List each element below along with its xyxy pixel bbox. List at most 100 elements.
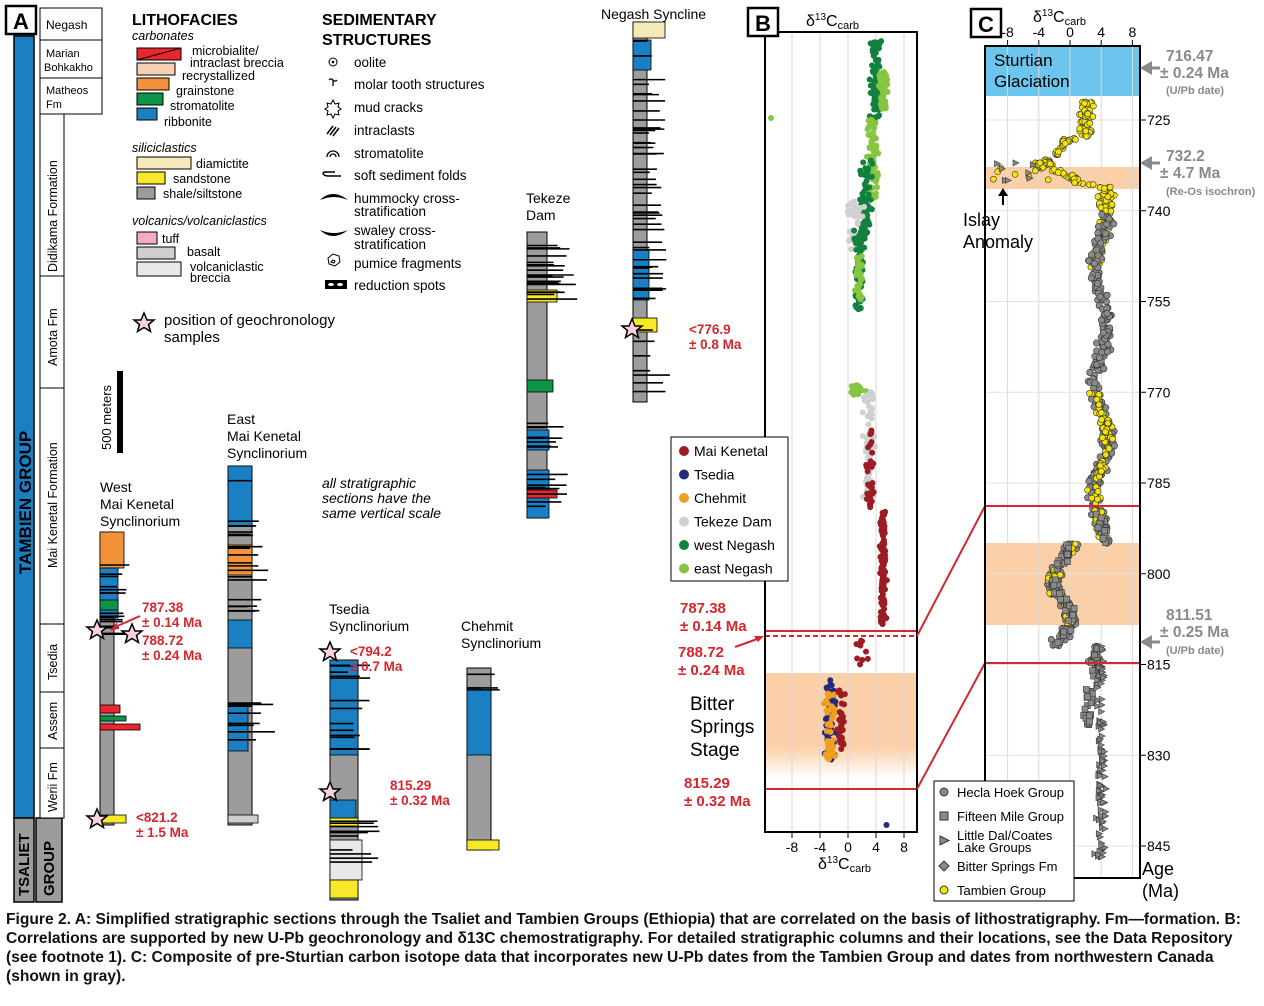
data-point [1095, 794, 1103, 802]
data-point [826, 693, 833, 700]
data-point [854, 655, 861, 662]
legend-swatch-icon [679, 493, 689, 503]
legend-grainstone: grainstone [176, 84, 234, 98]
lithology-bed [99, 715, 127, 722]
data-point [1025, 169, 1033, 177]
data-point [871, 443, 878, 450]
mud-cracks-icon [324, 98, 342, 120]
data-point [880, 611, 887, 618]
data-point [1109, 435, 1116, 443]
data-point [869, 488, 876, 495]
panel-c-title: δ13Ccarb [1033, 8, 1086, 28]
lithofacies-legend: LITHOFACIES carbonates microbialite/ int… [131, 12, 335, 346]
data-point [867, 504, 874, 511]
data-point [829, 749, 836, 756]
data-point [857, 296, 864, 303]
panel-b: B δ13Ccarb -8 -4 0 4 8 δ13Ccarb Mai KenetalT… [670, 6, 918, 875]
data-point [1064, 550, 1071, 558]
data-point [1098, 680, 1105, 687]
data-point [1036, 159, 1044, 167]
data-point [867, 89, 874, 96]
data-point [1084, 110, 1092, 118]
data-point [878, 546, 885, 553]
data-point [1088, 494, 1096, 502]
data-point [863, 496, 870, 503]
b-title-c: C [826, 13, 838, 30]
data-point [851, 287, 858, 294]
data-point [1097, 514, 1105, 522]
data-point [1046, 160, 1054, 168]
data-point [879, 578, 886, 585]
date-787-b: 787.38 [680, 600, 726, 617]
data-point [868, 427, 875, 434]
data-point [873, 184, 880, 191]
data-point [1085, 712, 1093, 720]
data-point [1099, 329, 1107, 337]
data-point [865, 191, 872, 198]
triangle-marker-icon [939, 835, 951, 846]
data-point [823, 697, 830, 704]
panel-b-legend: Mai Kenetal Tsedia Chehmit Tekeze Dam west N… [670, 436, 789, 582]
data-point [851, 227, 858, 234]
date-787-err-b: ± 0.14 Ma [680, 618, 747, 635]
data-point [1091, 379, 1099, 387]
data-point [990, 175, 997, 183]
data-point [1104, 348, 1112, 356]
data-point [881, 540, 888, 547]
c-yaxis-2: (Ma) [1142, 881, 1179, 901]
b-title-sup: 13 [815, 12, 827, 23]
data-point [831, 706, 838, 713]
data-point [1086, 119, 1094, 127]
star-icon [131, 311, 157, 334]
data-point [1097, 316, 1105, 324]
data-point [1090, 102, 1097, 110]
data-point [872, 135, 879, 142]
star-icon [119, 622, 145, 645]
data-point [1093, 396, 1101, 403]
data-point [883, 577, 890, 584]
lithology-bed [466, 689, 492, 756]
b-x-delta: δ [818, 856, 827, 873]
data-point [1095, 354, 1103, 362]
data-point [1030, 161, 1038, 169]
data-point [867, 196, 874, 203]
panel-b-xlabel: δ13Ccarb [818, 855, 871, 875]
data-point [1102, 812, 1110, 820]
data-point [1101, 825, 1109, 833]
data-point [1104, 193, 1112, 201]
x-tick-label: 4 [872, 839, 880, 855]
data-point [859, 220, 866, 227]
legend-tuff: tuff [162, 232, 180, 246]
data-point [860, 159, 867, 166]
geochron-markers: 787.38 ± 0.14 Ma 788.72 ± 0.24 Ma <821.2… [84, 317, 742, 840]
legend-basalt: basalt [187, 245, 221, 259]
lithofacies-title: LITHOFACIES [132, 12, 238, 29]
data-point [861, 187, 868, 194]
formation-matheos: Matheos [46, 85, 89, 97]
hummocky-icon [320, 194, 348, 200]
date-811-method: (U/Pb date) [1166, 645, 1224, 657]
data-point [1102, 808, 1110, 816]
chehmit-title-1: Chehmit [461, 618, 513, 634]
data-point [865, 421, 872, 428]
legend-label: Chehmit [694, 490, 746, 506]
c-title-sup: 13 [1042, 8, 1054, 19]
data-point [1094, 223, 1102, 231]
data-point [864, 398, 871, 405]
data-point [1096, 664, 1103, 671]
lithology-bed [329, 799, 357, 821]
formation-amota: Amota Fm [46, 308, 60, 366]
lithology-bed [227, 465, 253, 527]
date-732-err: ± 4.7 Ma [1160, 165, 1221, 182]
section-column [632, 21, 670, 403]
data-point [1047, 636, 1055, 644]
data-point [1054, 169, 1062, 176]
data-point [1102, 428, 1109, 436]
data-point [1098, 695, 1106, 703]
data-point [1054, 639, 1062, 646]
tekeze-title-2: Dam [526, 207, 556, 223]
data-point [1091, 850, 1099, 858]
data-point [1097, 239, 1105, 247]
data-point [861, 203, 868, 210]
data-point [858, 253, 865, 260]
